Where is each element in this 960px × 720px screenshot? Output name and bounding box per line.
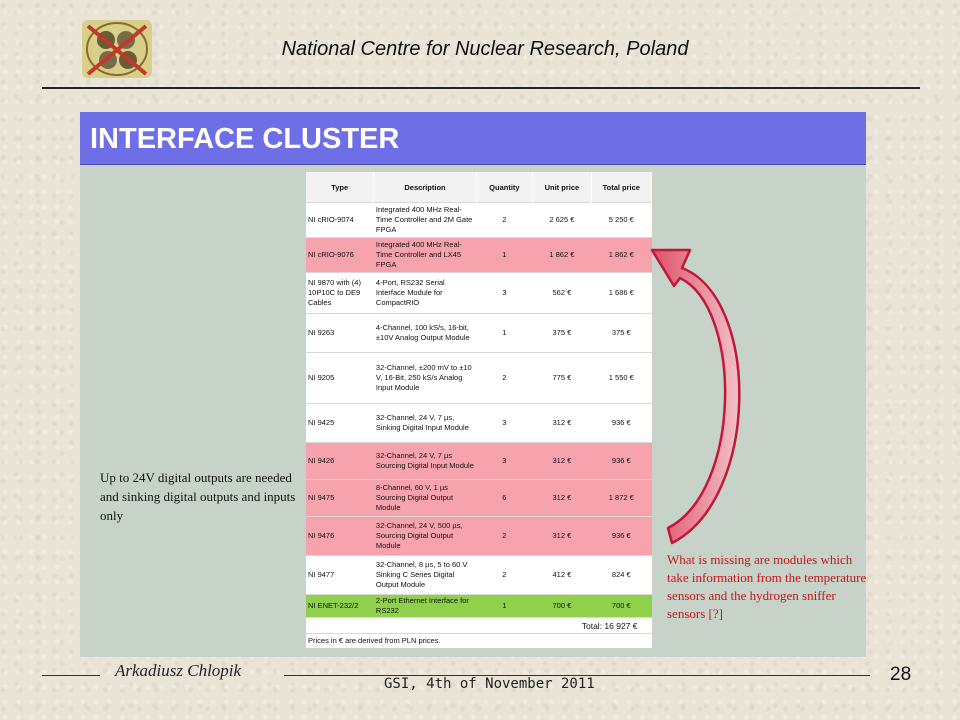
table-row: NI 9870 with (4) 10P10C to DE9 Cables 4-P… <box>306 272 652 314</box>
table-cell-unit: 2 625 € <box>532 202 592 238</box>
table-cell-type: NI 9477 <box>306 555 374 595</box>
left-note: Up to 24V digital outputs are needed and… <box>100 470 296 523</box>
table-cell-quantity: 2 <box>476 352 533 404</box>
table-cell-type: NI 9263 <box>306 313 374 353</box>
table-cell-type: NI 9425 <box>306 403 374 443</box>
table-cell-unit: 312 € <box>532 516 592 556</box>
table-cell-type: NI 9475 <box>306 479 374 517</box>
table-row: NI ENET-232/2 2-Port Ethernet Interface f… <box>306 594 652 618</box>
table-cell-description: 2-Port Ethernet Interface for RS232 <box>373 594 477 618</box>
table-cell-description: 32-Channel, ±200 mV to ±10 V, 16-Bit, 25… <box>373 352 477 404</box>
column-header: Type <box>306 172 375 203</box>
table-cell-total: 936 € <box>591 403 652 443</box>
right-note: What is missing are modules which take i… <box>667 552 867 621</box>
table-row: NI 9475 8-Channel, 60 V, 1 µs Sourcing Di… <box>306 479 652 517</box>
table-cell-type: NI 9476 <box>306 516 374 556</box>
column-header: Total price <box>591 172 653 203</box>
table-cell-unit: 700 € <box>532 594 592 618</box>
table-cell-unit: 375 € <box>532 313 592 353</box>
table-cell-unit: 412 € <box>532 555 592 595</box>
table-cell-quantity: 2 <box>476 555 533 595</box>
event-date: GSI, 4th of November 2011 <box>384 676 595 692</box>
table-cell-unit: 1 862 € <box>532 237 592 273</box>
header-divider <box>42 87 920 89</box>
table-row: NI 9476 32-Channel, 24 V, 500 µs, Sourcin… <box>306 516 652 556</box>
table-cell-description: Integrated 400 MHz Real-Time Controller … <box>373 202 477 238</box>
table-cell-total: 936 € <box>591 516 652 556</box>
table-cell-total: 375 € <box>591 313 652 353</box>
table-cell-type: NI ENET-232/2 <box>306 594 374 618</box>
table-cell-quantity: 1 <box>476 313 533 353</box>
table-cell-description: 32-Channel, 24 V, 7 µs, Sinking Digital … <box>373 403 477 443</box>
table-cell-total: 936 € <box>591 442 652 480</box>
table-cell-quantity: 1 <box>476 237 533 273</box>
table-row: NI 9425 32-Channel, 24 V, 7 µs, Sinking D… <box>306 403 652 443</box>
table-cell-unit: 312 € <box>532 442 592 480</box>
table-row: NI 9477 32-Channel, 8 µs, 5 to 60 V Sinki… <box>306 555 652 595</box>
table-cell-total: 824 € <box>591 555 652 595</box>
table-cell-type: NI 9870 with (4) 10P10C to DE9 Cables <box>306 272 374 314</box>
table-row: NI 9205 32-Channel, ±200 mV to ±10 V, 16-… <box>306 352 652 404</box>
table-cell-quantity: 2 <box>476 202 533 238</box>
curved-arrow-icon <box>650 248 741 545</box>
table-row: NI cRIO-9076 Integrated 400 MHz Real-Time… <box>306 237 652 273</box>
table-cell-quantity: 3 <box>476 272 533 314</box>
price-table: Type Description Quantity Unit price Tot… <box>306 172 653 648</box>
table-cell-unit: 562 € <box>532 272 592 314</box>
table-cell-quantity: 6 <box>476 479 533 517</box>
author-name: Arkadiusz Chlopik <box>115 661 242 680</box>
table-cell-description: 32-Channel, 8 µs, 5 to 60 V Sinking C Se… <box>373 555 477 595</box>
footnote-row: Prices in € are derived from PLN prices. <box>306 633 652 648</box>
column-header: Description <box>373 172 477 203</box>
table-cell-quantity: 1 <box>476 594 533 618</box>
table-cell-quantity: 3 <box>476 403 533 443</box>
table-row: NI cRIO-9074 Integrated 400 MHz Real-Time… <box>306 202 652 238</box>
table-cell-total: 1 872 € <box>591 479 652 517</box>
table-cell-total: 5 250 € <box>591 202 652 238</box>
footer-divider-right <box>284 675 870 676</box>
table-cell-quantity: 2 <box>476 516 533 556</box>
table-cell-type: NI 9426 <box>306 442 374 480</box>
table-cell-total: 1 862 € <box>591 237 652 273</box>
table-cell-type: NI 9205 <box>306 352 374 404</box>
table-cell-description: 8-Channel, 60 V, 1 µs Sourcing Digital O… <box>373 479 477 517</box>
footer-divider-left <box>42 675 100 676</box>
table-cell-quantity: 3 <box>476 442 533 480</box>
table-total: Total: 16 927 € <box>306 617 652 634</box>
table-footnote: Prices in € are derived from PLN prices. <box>306 633 652 648</box>
table-cell-description: 4-Channel, 100 kS/s, 16-bit, ±10V Analog… <box>373 313 477 353</box>
table-cell-total: 700 € <box>591 594 652 618</box>
table-cell-description: 32-Channel, 24 V, 500 µs, Sourcing Digit… <box>373 516 477 556</box>
column-header: Quantity <box>476 172 534 203</box>
institution-name: National Centre for Nuclear Research, Po… <box>281 38 689 60</box>
table-row: NI 9426 32-Channel, 24 V, 7 µs Sourcing D… <box>306 442 652 480</box>
table-cell-total: 1 686 € <box>591 272 652 314</box>
table-header-row: Type Description Quantity Unit price Tot… <box>306 172 653 203</box>
table-cell-description: 4-Port, RS232 Serial Interface Module fo… <box>373 272 477 314</box>
total-row: Total: 16 927 € <box>306 617 652 634</box>
table-row: NI 9263 4-Channel, 100 kS/s, 16-bit, ±10V… <box>306 313 652 353</box>
table-cell-unit: 312 € <box>532 403 592 443</box>
table-cell-unit: 775 € <box>532 352 592 404</box>
slide-number: 28 <box>890 664 912 685</box>
column-header: Unit price <box>532 172 592 203</box>
institute-logo <box>78 18 156 80</box>
table-cell-type: NI cRIO-9076 <box>306 237 374 273</box>
title-bar: INTERFACE CLUSTER <box>80 112 866 165</box>
slide-title: INTERFACE CLUSTER <box>90 123 400 155</box>
table-cell-description: Integrated 400 MHz Real-Time Controller … <box>373 237 477 273</box>
table-cell-description: 32-Channel, 24 V, 7 µs Sourcing Digital … <box>373 442 477 480</box>
table-cell-total: 1 550 € <box>591 352 652 404</box>
table-cell-type: NI cRIO-9074 <box>306 202 374 238</box>
table-cell-unit: 312 € <box>532 479 592 517</box>
